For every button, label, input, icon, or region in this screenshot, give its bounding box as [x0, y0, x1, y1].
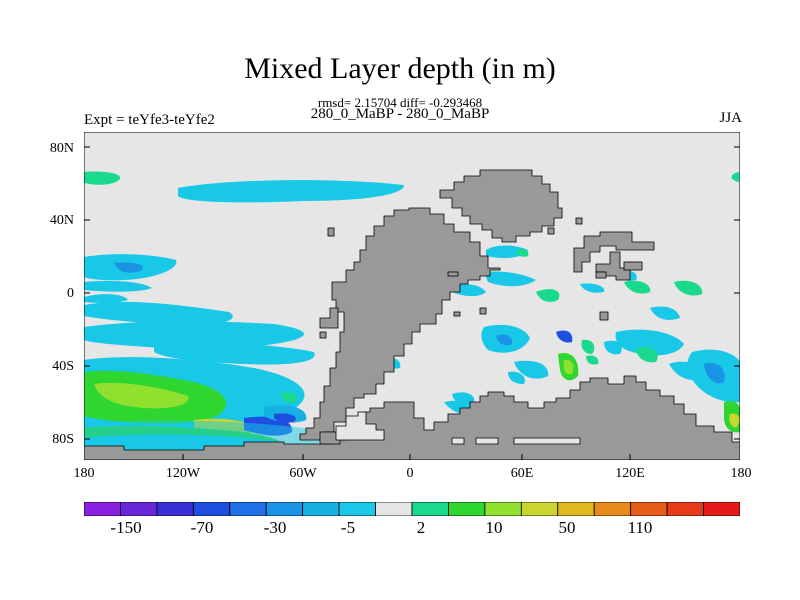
- colorbar-label-neg70: -70: [190, 518, 214, 537]
- lon-tick-120e: 120E: [615, 466, 645, 481]
- season-label: JJA: [719, 110, 742, 126]
- colorbar-swatch: [703, 502, 740, 516]
- lat-tick-80s: 80S: [52, 432, 74, 447]
- stats-line: rmsd= 2.15704 diff= -0.293468: [317, 95, 483, 110]
- colorbar-swatch: [229, 502, 267, 516]
- land-holes: [335, 411, 581, 445]
- colorbar-swatch: [520, 502, 559, 516]
- colorbar-swatch: [666, 502, 704, 516]
- colorbar-swatch: [192, 502, 231, 516]
- lat-tick-40n: 40N: [49, 213, 74, 228]
- colorbar-label-50: 50: [558, 518, 576, 537]
- lon-tick-60e: 60E: [510, 466, 534, 481]
- lat-tick-80n: 80N: [49, 141, 74, 156]
- colorbar-swatch: [156, 502, 194, 516]
- lat-tick-40s: 40S: [52, 359, 74, 374]
- tick-marks: [84, 146, 740, 460]
- west-landmass: [319, 307, 339, 329]
- anomaly-patches: [84, 171, 740, 453]
- central-continent: [299, 207, 501, 441]
- map-panel: [84, 132, 740, 460]
- colorbar-swatch: [411, 502, 449, 516]
- lon-tick-60w: 60W: [289, 466, 317, 481]
- plot-title: Mixed Layer depth (in m): [244, 52, 556, 85]
- colorbar-swatch: [338, 502, 376, 516]
- lon-tick-180e: 180: [730, 466, 752, 481]
- colorbar-label-neg5: -5: [340, 518, 356, 537]
- colorbar-label-neg30: -30: [263, 518, 287, 537]
- colorbar-swatch: [593, 502, 632, 516]
- colorbar-swatch: [84, 502, 121, 516]
- south-pole-block: [319, 431, 341, 445]
- lon-tick-120w: 120W: [165, 466, 201, 481]
- colorbar-swatch: [484, 502, 522, 516]
- colorbar-swatch: [557, 502, 595, 516]
- colorbar-swatch: [630, 502, 668, 516]
- east-landmass: [573, 231, 655, 273]
- colorbar-label-10: 10: [485, 518, 503, 537]
- colorbar: [84, 502, 740, 516]
- experiment-label: Expt = teYfe3-teYfe2: [84, 112, 215, 128]
- lon-tick-180w: 180: [73, 466, 95, 481]
- colorbar-swatch: [120, 502, 158, 516]
- colorbar-label-2: 2: [416, 518, 426, 537]
- colorbar-swatch: [302, 502, 340, 516]
- colorbar-swatch: [265, 502, 304, 516]
- north-continent: [439, 169, 563, 243]
- colorbar-label-110: 110: [627, 518, 653, 537]
- colorbar-swatch: [448, 502, 486, 516]
- lon-tick-0: 0: [406, 466, 414, 481]
- colorbar-swatch: [375, 502, 413, 516]
- small-islands: [319, 217, 643, 339]
- colorbar-label-neg150: -150: [110, 518, 142, 537]
- plot-subtitle: 280_0_MaBP - 280_0_MaBP: [310, 106, 490, 122]
- lat-tick-0: 0: [67, 286, 74, 301]
